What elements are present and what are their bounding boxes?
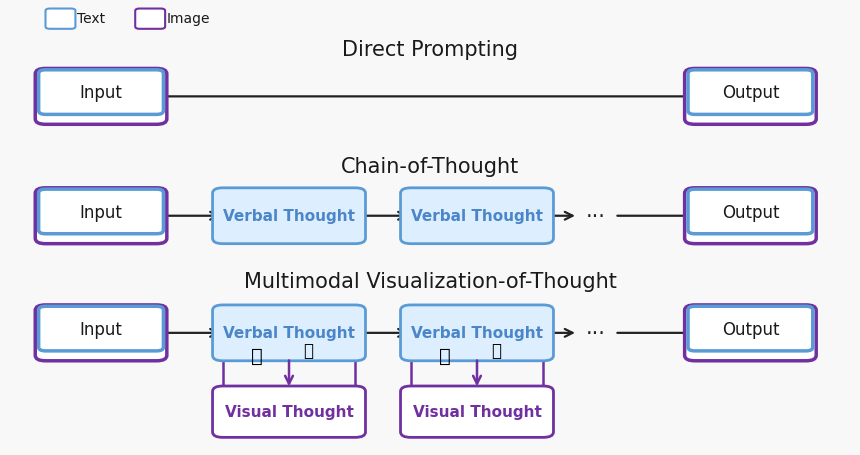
FancyBboxPatch shape [688, 190, 813, 234]
FancyBboxPatch shape [39, 71, 163, 115]
FancyBboxPatch shape [46, 10, 76, 30]
Text: 🤖: 🤖 [439, 346, 451, 365]
FancyBboxPatch shape [688, 307, 813, 351]
Text: 🤖: 🤖 [250, 346, 262, 365]
FancyBboxPatch shape [135, 10, 165, 30]
Text: Input: Input [80, 203, 122, 221]
FancyBboxPatch shape [685, 305, 816, 361]
FancyBboxPatch shape [401, 305, 554, 361]
Text: ···: ··· [586, 323, 605, 343]
FancyBboxPatch shape [212, 188, 366, 244]
FancyBboxPatch shape [35, 305, 167, 361]
Text: Text: Text [77, 12, 105, 26]
Text: 🌄: 🌄 [303, 341, 313, 359]
Text: Direct Prompting: Direct Prompting [342, 40, 518, 60]
Text: Output: Output [722, 84, 779, 102]
Text: Input: Input [80, 320, 122, 338]
FancyBboxPatch shape [685, 69, 816, 125]
Text: Input: Input [80, 84, 122, 102]
Text: Multimodal Visualization-of-Thought: Multimodal Visualization-of-Thought [243, 272, 617, 291]
Text: Visual Thought: Visual Thought [413, 404, 542, 419]
Text: Verbal Thought: Verbal Thought [411, 326, 543, 341]
Text: 🌄: 🌄 [491, 341, 501, 359]
Text: Verbal Thought: Verbal Thought [411, 209, 543, 224]
FancyBboxPatch shape [39, 307, 163, 351]
Text: Visual Thought: Visual Thought [224, 404, 353, 419]
FancyBboxPatch shape [685, 188, 816, 244]
Text: Chain-of-Thought: Chain-of-Thought [341, 157, 519, 177]
Text: Verbal Thought: Verbal Thought [223, 326, 355, 341]
Text: ···: ··· [586, 206, 605, 226]
FancyBboxPatch shape [212, 305, 366, 361]
FancyBboxPatch shape [212, 386, 366, 437]
FancyBboxPatch shape [401, 188, 554, 244]
FancyBboxPatch shape [35, 188, 167, 244]
FancyBboxPatch shape [39, 190, 163, 234]
FancyBboxPatch shape [35, 69, 167, 125]
FancyBboxPatch shape [688, 71, 813, 115]
FancyBboxPatch shape [401, 386, 554, 437]
Text: Image: Image [167, 12, 211, 26]
Text: Output: Output [722, 320, 779, 338]
Text: Output: Output [722, 203, 779, 221]
Text: Verbal Thought: Verbal Thought [223, 209, 355, 224]
